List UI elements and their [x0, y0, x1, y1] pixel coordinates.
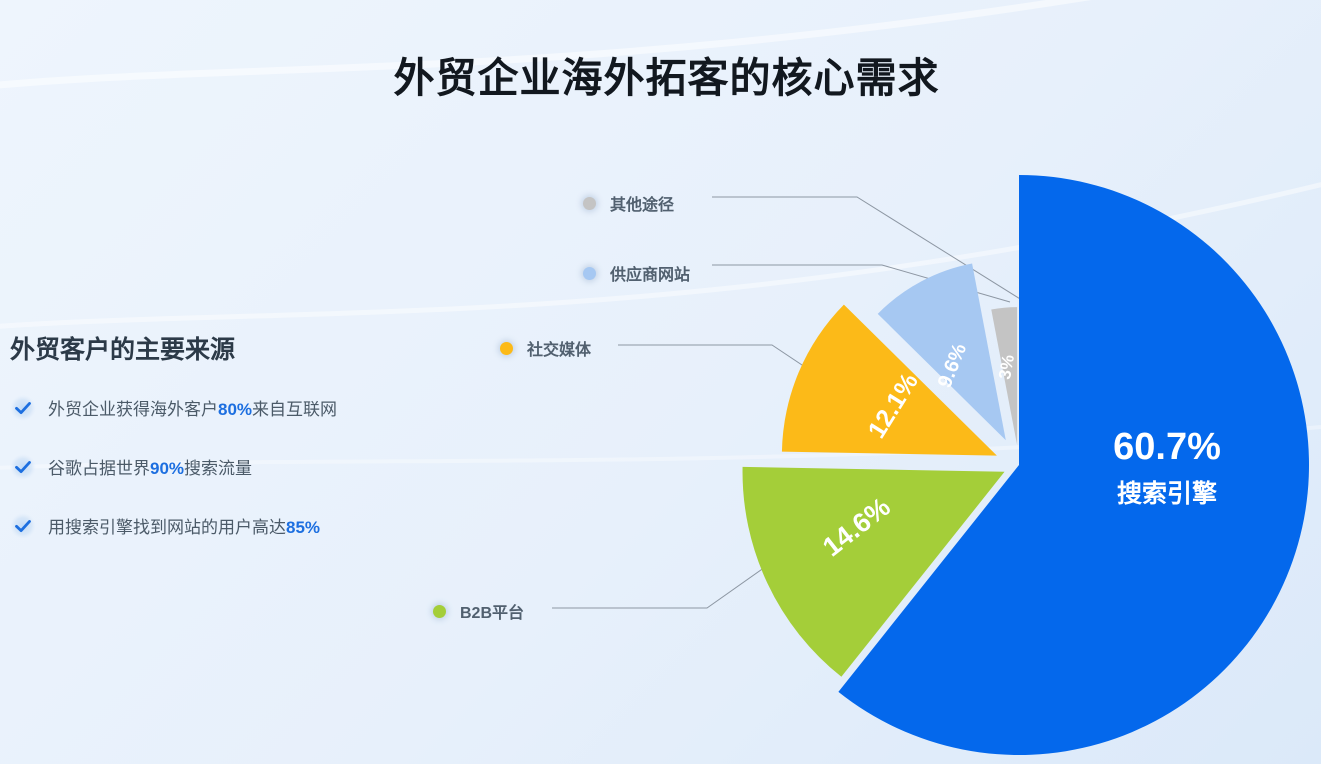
svg-text:搜索引擎: 搜索引擎 — [1117, 480, 1217, 508]
svg-text:60.7%: 60.7% — [1113, 426, 1221, 468]
